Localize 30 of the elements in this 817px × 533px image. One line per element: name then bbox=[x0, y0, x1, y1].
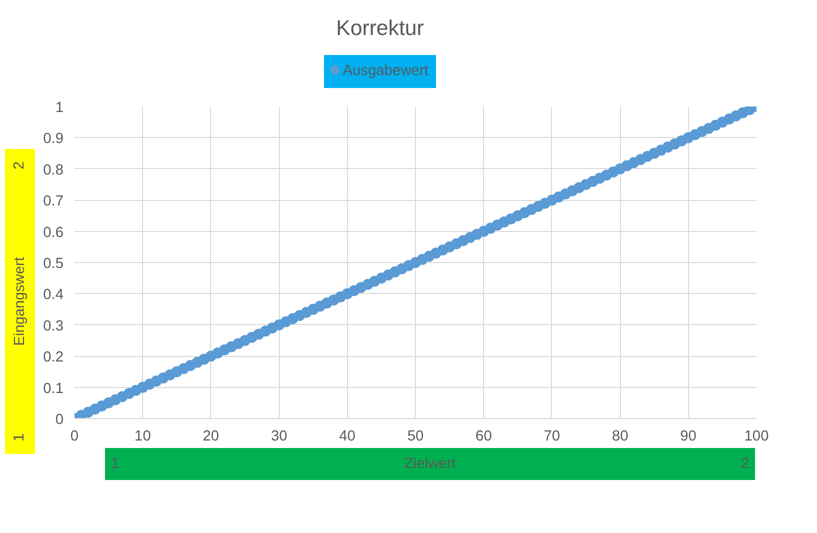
x-tick-label: 0 bbox=[70, 428, 79, 444]
x-axis-title: Zielwert bbox=[404, 454, 456, 474]
y-tick-label: 0.6 bbox=[43, 224, 64, 241]
legend-label: Ausgabewert bbox=[342, 63, 428, 79]
x-tick-label: 90 bbox=[680, 428, 696, 444]
text: 1 bbox=[111, 454, 120, 474]
y-tick-label: 0.5 bbox=[43, 256, 64, 272]
x-tick-label: 40 bbox=[339, 428, 356, 444]
x-tick-label: 20 bbox=[202, 428, 220, 444]
y-tick-label: 0.4 bbox=[43, 287, 64, 304]
y-tick-label: 0.8 bbox=[43, 162, 64, 178]
x-tick-label: 100 bbox=[744, 428, 769, 444]
y-tick-label: 0.9 bbox=[43, 131, 64, 148]
x-tick-label: 30 bbox=[270, 428, 288, 444]
y-tick-label: 0.1 bbox=[43, 380, 64, 397]
x-tick-label: 60 bbox=[476, 428, 492, 444]
y-axis-title: Eingangswert bbox=[10, 257, 29, 346]
x-tick-label: 70 bbox=[544, 428, 560, 444]
x-tick-label: 80 bbox=[612, 428, 628, 444]
y-tick-label: 0 bbox=[55, 412, 64, 428]
y-tick-label: 1 bbox=[55, 100, 64, 116]
text: 1 bbox=[10, 433, 29, 442]
text: 2 bbox=[740, 454, 749, 474]
y-tick-label: 0.3 bbox=[43, 318, 64, 334]
y-tick-label: 0.7 bbox=[43, 194, 64, 210]
x-tick-label: 10 bbox=[134, 428, 151, 444]
chart-title: Korrektur bbox=[335, 15, 425, 42]
x-tick-label: 50 bbox=[407, 428, 424, 444]
y-tick-label: 0.2 bbox=[43, 350, 64, 366]
text: 2 bbox=[10, 161, 29, 170]
